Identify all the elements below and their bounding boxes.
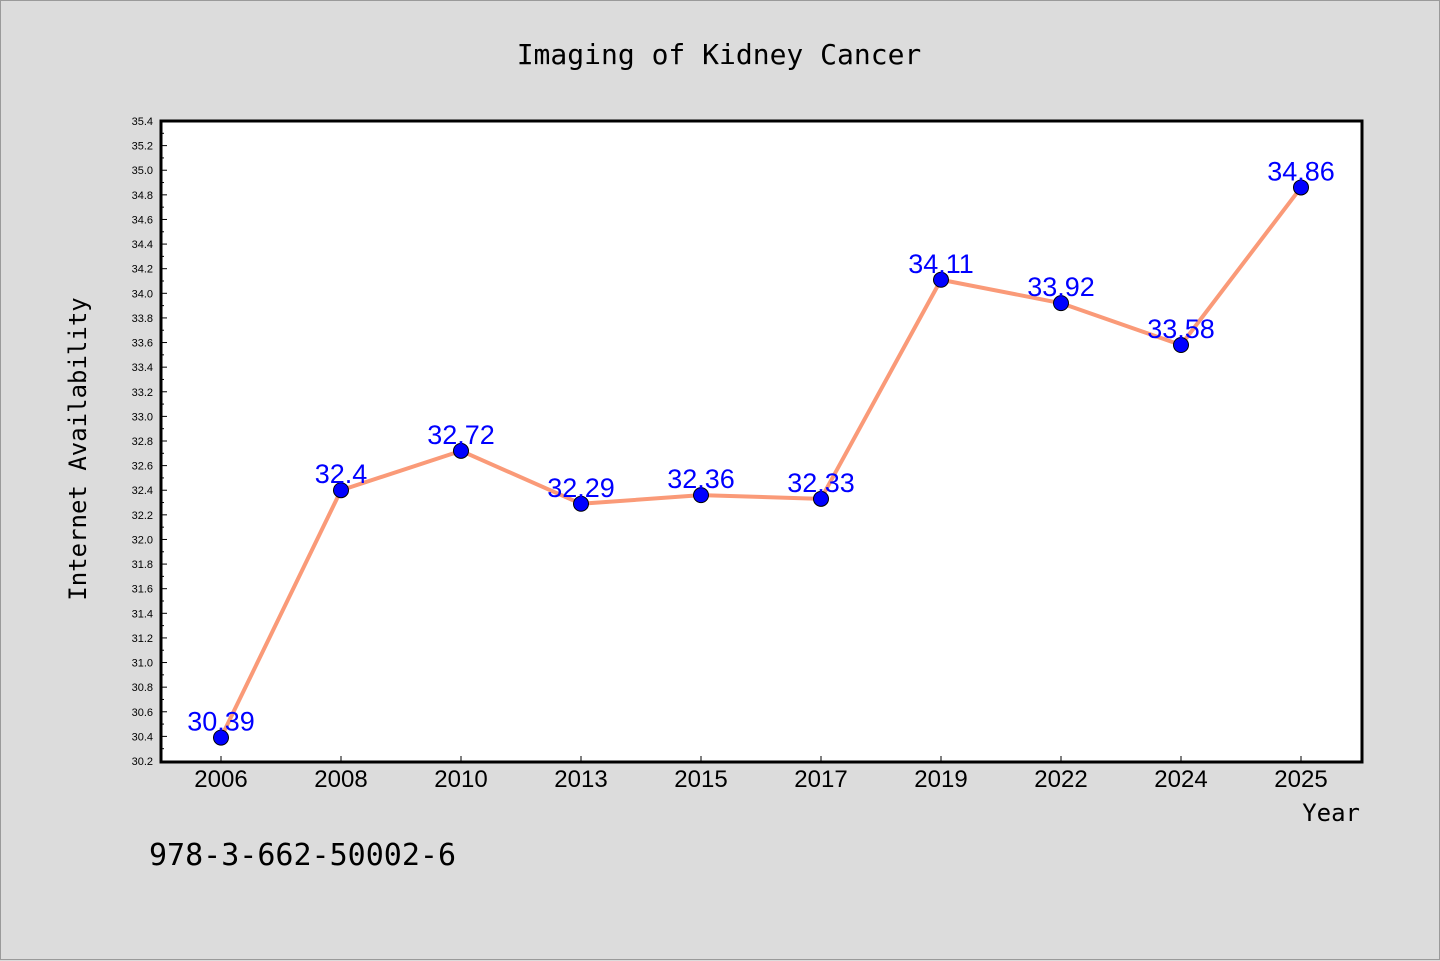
data-point-marker <box>1293 179 1309 196</box>
y-tick-label: 34.2 <box>132 264 153 276</box>
data-point-marker <box>1173 337 1189 353</box>
data-point-marker <box>333 482 349 499</box>
y-tick-label: 32.6 <box>132 461 153 473</box>
y-tick-label: 31.6 <box>132 584 153 596</box>
data-label: 33.58 <box>1147 314 1215 344</box>
y-tick-label: 33.0 <box>132 411 153 423</box>
y-tick-label: 35.0 <box>132 165 153 177</box>
data-labels-group: 30.39 32.4 32.72 32.29 32.36 32.33 34.11 33.92 3… <box>187 156 1335 736</box>
y-tick-label: 33.2 <box>132 387 153 399</box>
data-point-marker <box>573 495 589 512</box>
y-tick-label: 35.2 <box>132 141 153 153</box>
y-tick-label: 31.2 <box>132 633 153 645</box>
data-label: 34.11 <box>908 249 974 279</box>
y-tick-label: 34.4 <box>132 239 153 251</box>
y-tick-label: 30.8 <box>132 682 153 694</box>
x-axis: 2006 2008 2010 2013 2015 2017 2019 2022 2024 2025 <box>194 756 1328 793</box>
plot-area <box>159 119 1364 764</box>
data-point-marker <box>1053 295 1069 312</box>
x-tick-label: 2022 <box>1034 766 1087 793</box>
data-label: 32.33 <box>787 468 855 498</box>
y-tick-label: 33.8 <box>132 313 153 325</box>
y-tick-label: 33.6 <box>132 338 153 350</box>
x-tick-label: 2017 <box>794 766 847 793</box>
y-tick-label: 32.4 <box>132 485 153 497</box>
y-axis: 30.2 30.4 30.6 30.8 31.0 31.2 31.4 31.6 31.8 32.0… <box>132 116 167 768</box>
data-label: 34.86 <box>1267 156 1335 186</box>
data-point-marker <box>813 490 829 507</box>
data-label: 32.4 <box>315 459 368 489</box>
y-tick-label: 31.4 <box>132 608 153 620</box>
x-axis-label: Year <box>1302 799 1360 827</box>
y-tick-label: 35.4 <box>132 116 153 128</box>
data-label: 30.39 <box>187 707 255 737</box>
data-point-marker <box>693 487 709 504</box>
data-point-marker <box>933 271 949 288</box>
y-tick-label: 32.8 <box>132 436 153 448</box>
data-label: 32.29 <box>547 473 615 503</box>
x-tick-label: 2015 <box>674 766 727 793</box>
data-label: 32.36 <box>667 464 735 494</box>
series-line <box>219 186 1303 739</box>
footer-isbn: 978-3-662-50002-6 <box>149 838 456 873</box>
x-tick-label: 2025 <box>1274 766 1327 793</box>
y-tick-label: 30.2 <box>132 756 153 768</box>
y-tick-label: 32.2 <box>132 510 153 522</box>
y-tick-label: 31.0 <box>132 658 153 670</box>
x-tick-label: 2013 <box>554 766 607 793</box>
y-tick-label: 32.0 <box>132 534 153 546</box>
y-tick-label: 30.4 <box>132 731 153 743</box>
series-group <box>213 179 1309 746</box>
y-tick-label: 31.8 <box>132 559 153 571</box>
y-tick-label: 30.6 <box>132 707 153 719</box>
x-tick-label: 2019 <box>914 766 967 793</box>
x-tick-label: 2008 <box>314 766 367 793</box>
x-tick-label: 2024 <box>1154 766 1207 793</box>
y-tick-label: 34.0 <box>132 288 153 300</box>
x-tick-label: 2010 <box>434 766 487 793</box>
y-tick-label: 33.4 <box>132 362 153 374</box>
data-label: 32.72 <box>427 420 495 450</box>
y-tick-label: 34.8 <box>132 190 153 202</box>
data-label: 33.92 <box>1027 272 1095 302</box>
chart-title: Imaging of Kidney Cancer <box>517 38 922 71</box>
x-tick-label: 2006 <box>194 766 247 793</box>
y-axis-label: Internet Availability <box>64 297 92 600</box>
y-tick-label: 34.6 <box>132 214 153 226</box>
data-point-marker <box>213 729 229 746</box>
data-point-marker <box>453 442 469 459</box>
